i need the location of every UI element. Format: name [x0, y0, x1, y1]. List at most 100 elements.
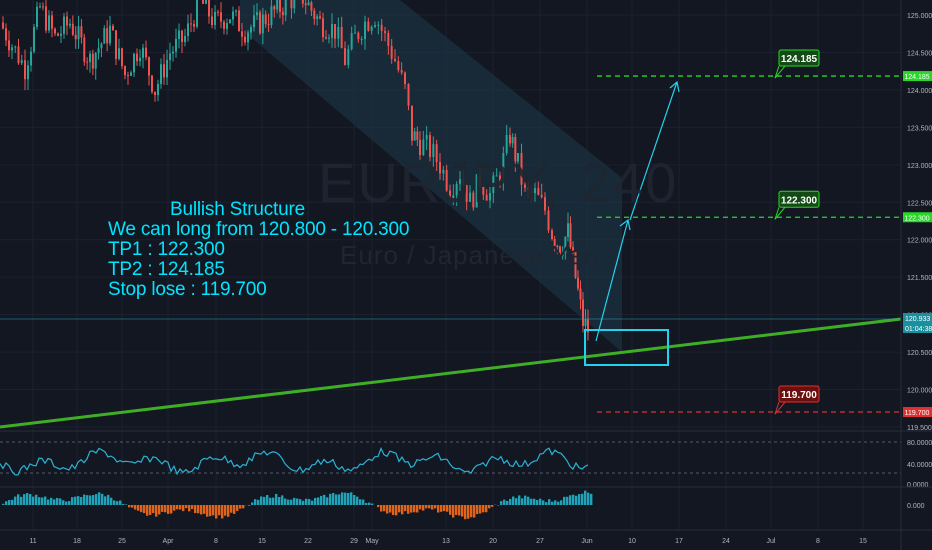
histogram-bar	[482, 505, 485, 513]
histogram-bar	[50, 497, 53, 505]
candle-body	[2, 22, 4, 29]
candle-body	[51, 15, 53, 29]
histogram-bar	[5, 501, 8, 505]
price-tick-label: 119.500	[907, 425, 932, 432]
candle-body	[80, 26, 83, 38]
candle-body	[325, 37, 327, 39]
candle-body	[160, 64, 162, 85]
candle-body	[48, 15, 50, 31]
candle-body	[169, 53, 171, 60]
candle-body	[214, 11, 216, 26]
candle-body	[584, 319, 587, 326]
histogram-bar	[182, 505, 185, 512]
candle-body	[172, 51, 174, 54]
candle-body	[556, 245, 559, 247]
histogram-bar	[386, 505, 389, 514]
candle-body	[350, 33, 353, 50]
histogram-bar	[539, 498, 542, 505]
histogram-bar	[566, 496, 569, 505]
histogram-bar	[74, 496, 77, 505]
level-callout-label: 119.700	[781, 390, 817, 401]
level-callout-pointer	[774, 65, 786, 79]
candle-body	[193, 23, 195, 27]
histogram-bar	[68, 501, 71, 505]
histogram-bar	[428, 505, 431, 509]
histogram-bar	[188, 505, 191, 512]
histogram-bar	[398, 505, 401, 513]
time-axis[interactable]: 11 18 25 Apr 8 15 22 29 May 13 20 27 Jun 10 17 24 Jul 8 15	[0, 529, 932, 545]
candle-body	[127, 75, 129, 77]
projection-arrow-1-head	[619, 218, 631, 231]
histogram-bar	[518, 495, 521, 505]
histogram-bar	[116, 501, 119, 505]
histogram-bar	[113, 500, 116, 505]
candle-body	[33, 26, 35, 52]
histogram-bar	[446, 505, 449, 512]
histogram-bar	[266, 495, 269, 505]
candle-body	[259, 12, 261, 34]
histogram-bar	[338, 494, 341, 505]
candle-body	[77, 26, 80, 40]
histogram-bar	[383, 505, 386, 512]
candle-body	[527, 187, 530, 190]
descending-channel	[240, 0, 622, 352]
candle-body	[270, 6, 273, 26]
histogram-bar	[299, 499, 302, 505]
candle-body	[574, 251, 577, 278]
histogram-bar	[587, 492, 590, 505]
candle-body	[273, 6, 276, 10]
time-tick-label: 8	[816, 538, 820, 545]
time-tick-label: May	[365, 538, 379, 545]
candle-body	[281, 11, 284, 16]
candle-body	[145, 47, 147, 58]
histogram-bar	[548, 499, 551, 505]
histogram-bar	[332, 493, 335, 505]
candle-body	[63, 16, 65, 34]
histogram-bar	[131, 505, 134, 508]
candle-body	[553, 238, 556, 246]
candle-body	[301, 0, 304, 4]
time-tick-label: 13	[442, 538, 450, 545]
candle-body	[419, 139, 421, 156]
histogram-bar	[368, 502, 371, 505]
candle-body	[307, 2, 310, 6]
histogram-bar	[176, 505, 179, 510]
candle-body	[334, 24, 336, 39]
price-axis[interactable]: 125.000 124.500 124.000 123.500 123.000 122.5…	[900, 0, 932, 550]
candle-body	[133, 53, 135, 73]
histogram-bar	[167, 505, 170, 514]
candle-body	[30, 51, 32, 66]
price-tick-label: 124.000	[907, 88, 932, 95]
candle-body	[397, 60, 400, 71]
level-axis-tag	[903, 71, 932, 82]
candle-body	[118, 48, 120, 59]
histogram-bar	[275, 493, 278, 505]
histogram-bar	[341, 492, 344, 505]
histogram-bar	[410, 505, 413, 513]
histogram-bar	[242, 505, 245, 509]
histogram-bar	[335, 494, 338, 505]
candle-body	[445, 169, 448, 191]
histogram-bar	[152, 505, 155, 514]
candle-body	[482, 186, 485, 195]
candle-body	[220, 12, 222, 22]
histogram-bar	[479, 505, 482, 514]
candle-body	[89, 53, 91, 63]
histogram-bar	[197, 505, 200, 514]
price-tick-label: 123.500	[907, 125, 932, 132]
histogram-bar	[2, 503, 5, 505]
candle-body	[520, 153, 523, 185]
candle-body	[502, 153, 505, 183]
time-tick-label: Apr	[163, 538, 175, 545]
histogram-bar	[98, 492, 101, 505]
price-tick-label: 122.000	[907, 238, 932, 245]
rsi-pane: 80.0000 40.0000 0.0000	[0, 430, 932, 489]
histogram-bar	[32, 496, 35, 505]
histogram-bar	[590, 493, 593, 505]
histogram-bar	[491, 505, 494, 507]
candle-body	[256, 12, 258, 16]
histogram-bar	[560, 500, 563, 505]
candle-body	[354, 32, 356, 34]
histogram-bar	[326, 497, 329, 505]
